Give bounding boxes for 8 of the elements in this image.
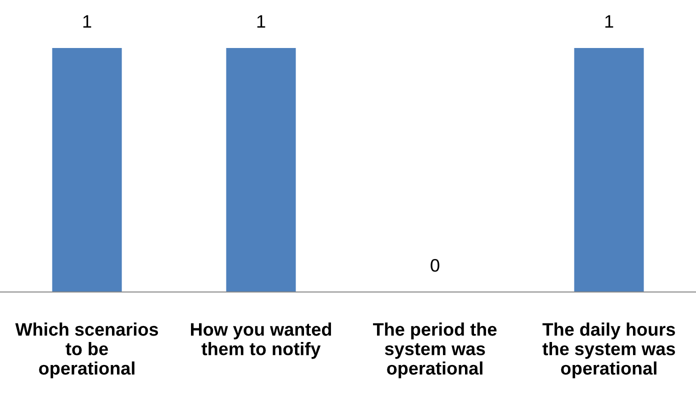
x-tick-label: Which scenarios to be operational: [15, 322, 158, 378]
data-label: 1: [605, 15, 614, 28]
x-tick-label: The period the system was operational: [373, 322, 497, 378]
data-label: 1: [257, 15, 266, 28]
data-label: 1: [83, 15, 92, 28]
x-tick-label: The daily hours the system was operational: [542, 322, 676, 378]
x-tick-label: How you wanted them to notify: [190, 322, 332, 359]
data-label: 0: [430, 258, 440, 272]
